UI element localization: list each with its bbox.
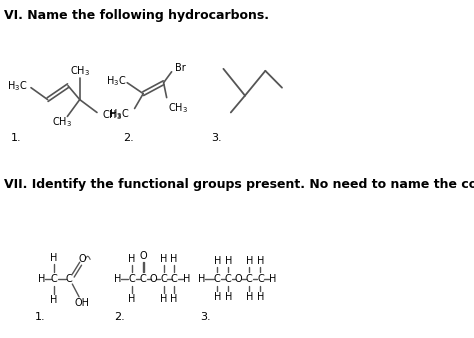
Text: VII. Identify the functional groups present. No need to name the compounds.: VII. Identify the functional groups pres… — [4, 178, 474, 191]
Text: OH: OH — [75, 298, 90, 308]
Text: 2.: 2. — [124, 133, 134, 143]
Text: C: C — [214, 274, 220, 284]
Text: H: H — [160, 294, 167, 304]
Text: H: H — [214, 292, 221, 302]
Text: C: C — [140, 274, 146, 284]
Text: H: H — [246, 292, 253, 302]
Text: 1.: 1. — [35, 312, 46, 322]
Text: H: H — [50, 295, 57, 305]
Text: H$_3$C: H$_3$C — [109, 107, 130, 121]
Text: H: H — [128, 254, 136, 264]
Text: CH$_3$: CH$_3$ — [102, 108, 122, 122]
Text: H: H — [160, 254, 167, 264]
Text: 3.: 3. — [211, 133, 222, 143]
Text: H: H — [225, 292, 232, 302]
Text: C: C — [129, 274, 136, 284]
Text: H: H — [50, 253, 57, 263]
Text: CH$_3$: CH$_3$ — [53, 116, 73, 129]
Text: C: C — [171, 274, 177, 284]
Text: O: O — [139, 251, 147, 261]
Text: C: C — [66, 274, 73, 284]
Text: H: H — [214, 256, 221, 266]
Text: H: H — [114, 274, 121, 284]
Text: H: H — [38, 274, 45, 284]
Text: O: O — [149, 274, 157, 284]
Text: C: C — [246, 274, 253, 284]
Text: C: C — [225, 274, 232, 284]
Text: C: C — [160, 274, 167, 284]
Text: 1.: 1. — [10, 133, 21, 143]
Text: C: C — [50, 274, 57, 284]
Text: CH$_3$: CH$_3$ — [168, 102, 188, 115]
Text: 2.: 2. — [114, 312, 125, 322]
Text: H: H — [128, 294, 136, 304]
Text: H: H — [182, 274, 190, 284]
Text: H: H — [246, 256, 253, 266]
Text: H: H — [170, 254, 178, 264]
Text: H: H — [198, 274, 205, 284]
Text: H: H — [257, 292, 264, 302]
Text: VI. Name the following hydrocarbons.: VI. Name the following hydrocarbons. — [4, 9, 270, 22]
Text: H$_3$C: H$_3$C — [7, 79, 27, 93]
Text: H: H — [170, 294, 178, 304]
Text: H: H — [269, 274, 276, 284]
Text: CH$_3$: CH$_3$ — [70, 64, 90, 78]
Text: 3.: 3. — [200, 312, 210, 322]
Text: H: H — [225, 256, 232, 266]
Text: Br: Br — [175, 63, 185, 73]
Text: H$_3$C: H$_3$C — [106, 74, 126, 88]
Text: O: O — [79, 254, 87, 264]
Text: C: C — [257, 274, 264, 284]
Text: H: H — [257, 256, 264, 266]
Text: O: O — [235, 274, 242, 284]
